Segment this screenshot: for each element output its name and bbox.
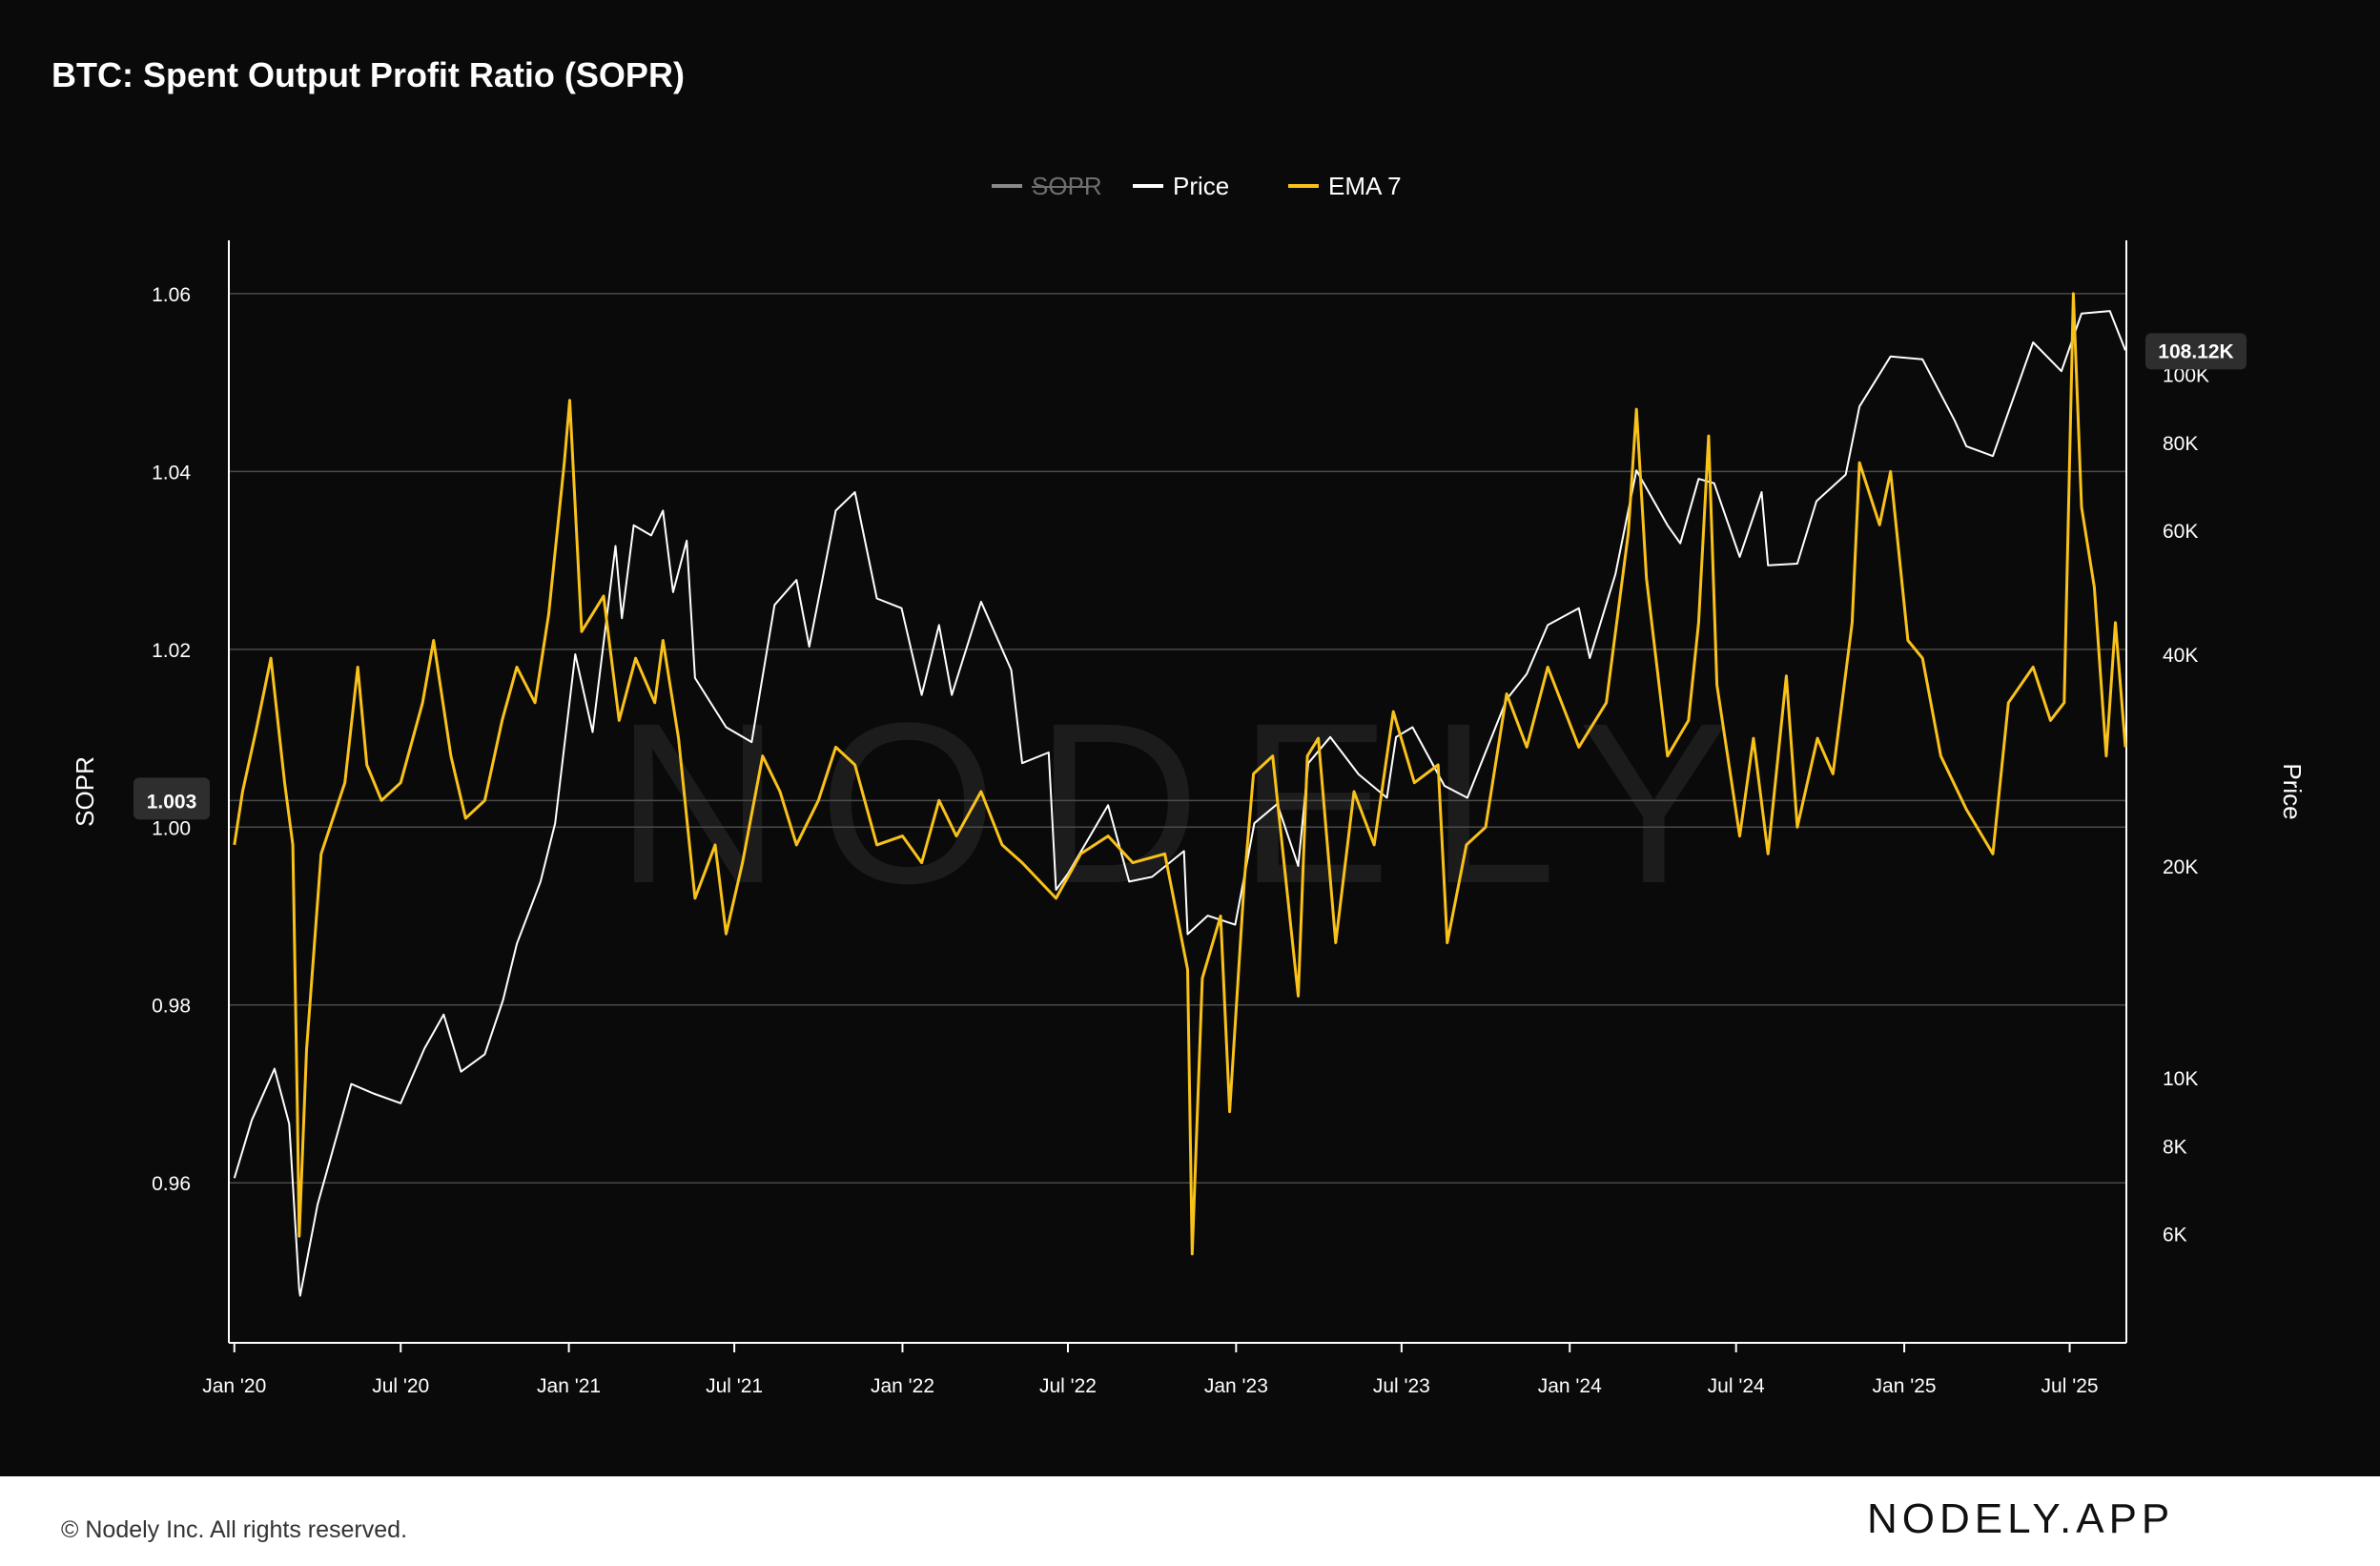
grid-layer <box>229 293 2126 1184</box>
chart-panel <box>0 0 2380 1476</box>
series-ema-7-line <box>233 292 2127 1256</box>
y-right-tick-label: 20K <box>2163 856 2198 878</box>
x-tick-label: Jul '21 <box>706 1375 763 1397</box>
y-left-tick-label: 0.98 <box>152 996 191 1018</box>
watermark-layer: NODELY <box>615 675 1768 931</box>
x-tick-label: Jan '24 <box>1538 1375 1602 1397</box>
y-left-tick-label: 1.06 <box>152 284 191 306</box>
brand-logo[interactable]: NODELY.APP <box>1867 1495 2175 1542</box>
y-right-tick-label: 10K <box>2163 1068 2198 1090</box>
y-left-tick-label: 1.04 <box>152 462 191 484</box>
current-price-badge <box>2145 333 2247 370</box>
y-right-tick-label: 40K <box>2163 645 2198 667</box>
y-right-axis-title: Price <box>2278 763 2307 819</box>
legend-label: EMA 7 <box>1328 172 1402 200</box>
legend-item-price[interactable]: Price <box>1133 172 1229 200</box>
y-left-tick-label: 0.96 <box>152 1173 191 1195</box>
y-right-tick-label: 8K <box>2163 1137 2187 1159</box>
legend-label: Price <box>1173 172 1229 200</box>
x-tick-label: Jan '25 <box>1873 1375 1937 1397</box>
legend[interactable]: SOPR Price EMA 7 <box>992 172 1402 200</box>
x-tick-label: Jan '22 <box>871 1375 934 1397</box>
y-left-tick-label: 1.00 <box>152 817 191 839</box>
y-left-tick-label: 1.02 <box>152 640 191 662</box>
y-right-tick-label: 100K <box>2163 364 2209 386</box>
y-right-tick-label: 60K <box>2163 521 2198 543</box>
labels-layer: 0.96 0.98 1.00 1.02 1.04 1.06 1.003 6K 8K 10K 20K 4… <box>71 284 2307 1397</box>
x-tick-label: Jan '20 <box>202 1375 266 1397</box>
current-sopr-badge <box>133 777 210 820</box>
x-tick-label: Jul '20 <box>372 1375 429 1397</box>
series-price-line <box>233 310 2126 1297</box>
x-tick-label: Jan '21 <box>537 1375 601 1397</box>
x-tick-label: Jul '22 <box>1039 1375 1097 1397</box>
series-layer <box>233 292 2127 1297</box>
current-sopr-label: 1.003 <box>147 791 197 813</box>
y-left-axis-title: SOPR <box>71 756 99 827</box>
y-right-tick-label: 80K <box>2163 433 2198 455</box>
current-price-label: 108.12K <box>2158 340 2233 362</box>
x-tick-label: Jul '24 <box>1708 1375 1765 1397</box>
sopr-chart: NODELY 0.96 0.98 1.00 1.02 1.04 1.06 1.003 6K 8K… <box>71 172 2307 1397</box>
x-tick-label: Jul '25 <box>2041 1375 2099 1397</box>
copyright-text: © Nodely Inc. All rights reserved. <box>61 1516 408 1543</box>
axes-layer <box>228 240 2127 1352</box>
watermark-text: NODELY <box>615 675 1768 931</box>
x-tick-label: Jan '23 <box>1204 1375 1268 1397</box>
y-right-tick-label: 6K <box>2163 1225 2187 1247</box>
legend-item-ema-7[interactable]: EMA 7 <box>1288 172 1402 200</box>
legend-item-sopr[interactable]: SOPR <box>992 172 1102 200</box>
x-tick-label: Jul '23 <box>1373 1375 1430 1397</box>
chart-title: BTC: Spent Output Profit Ratio (SOPR) <box>51 55 685 94</box>
